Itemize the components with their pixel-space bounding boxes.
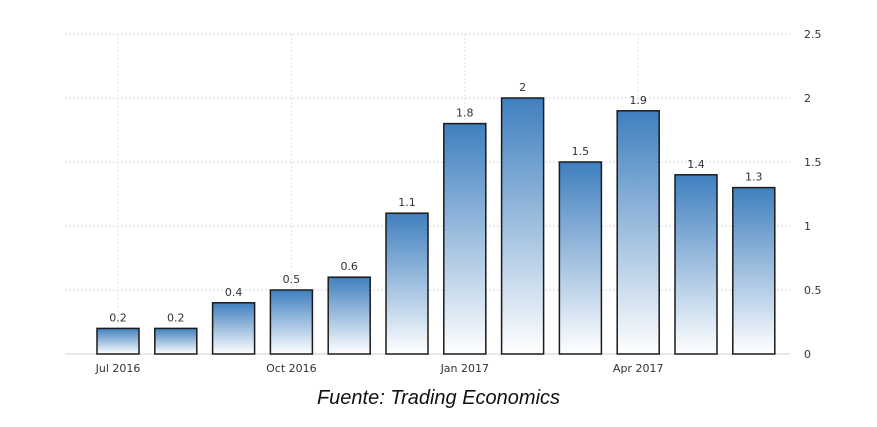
bar (211, 302, 256, 355)
x-tick-label: Oct 2016 (266, 362, 317, 375)
y-tick-label: 2 (804, 92, 811, 105)
y-tick-label: 0.5 (804, 284, 822, 297)
bar (500, 97, 545, 355)
bar (616, 110, 660, 355)
bar-value-label: 0.4 (225, 286, 243, 299)
bar-value-label: 0.5 (283, 273, 301, 286)
bar (674, 174, 718, 355)
bar-value-label: 1.8 (456, 107, 474, 120)
bar (558, 161, 603, 355)
source-caption: Fuente: Trading Economics (316, 387, 561, 409)
y-tick-label: 0 (804, 348, 811, 361)
bar (327, 276, 371, 355)
bar-value-label: 1.9 (629, 94, 647, 107)
bar-value-label: 0.2 (167, 311, 185, 324)
bar-value-label: 0.6 (340, 260, 358, 273)
x-tick-label: Jul 2016 (95, 362, 141, 375)
bar (443, 122, 487, 355)
chart-area: 0.2 0.2 0.4 0.5 0.6 1.1 1.8 2 1.5 1.9 1.4 1.3 0 0.5 1… (65, 28, 822, 375)
bar-value-label: 1.3 (745, 171, 763, 184)
x-tick-label: Jan 2017 (440, 362, 489, 375)
bar (154, 327, 198, 355)
y-tick-label: 1 (804, 220, 811, 233)
y-tick-label: 2.5 (804, 28, 822, 41)
y-tick-label: 1.5 (804, 156, 822, 169)
y-axis: 0 0.5 1 1.5 2 2.5 (804, 28, 822, 361)
x-tick-label: Apr 2017 (613, 362, 664, 375)
bar-value-label: 1.1 (398, 196, 416, 209)
bar (269, 289, 314, 355)
bars-layer (96, 97, 776, 355)
bar-chart: 0.2 0.2 0.4 0.5 0.6 1.1 1.8 2 1.5 1.9 1.4 1.3 0 0.5 1… (65, 28, 822, 375)
bar-value-label: 0.2 (109, 311, 127, 324)
bar-value-label: 1.4 (687, 158, 705, 171)
labels-layer: 0.2 0.2 0.4 0.5 0.6 1.1 1.8 2 1.5 1.9 1.4 1.3 (109, 81, 762, 324)
bar (96, 327, 140, 355)
bar-value-label: 2 (519, 81, 526, 94)
bar (732, 186, 776, 355)
bar-value-label: 1.5 (572, 145, 590, 158)
grid-layer (65, 33, 790, 355)
x-axis: Jul 2016 Oct 2016 Jan 2017 Apr 2017 (95, 362, 664, 375)
bar (385, 212, 429, 355)
